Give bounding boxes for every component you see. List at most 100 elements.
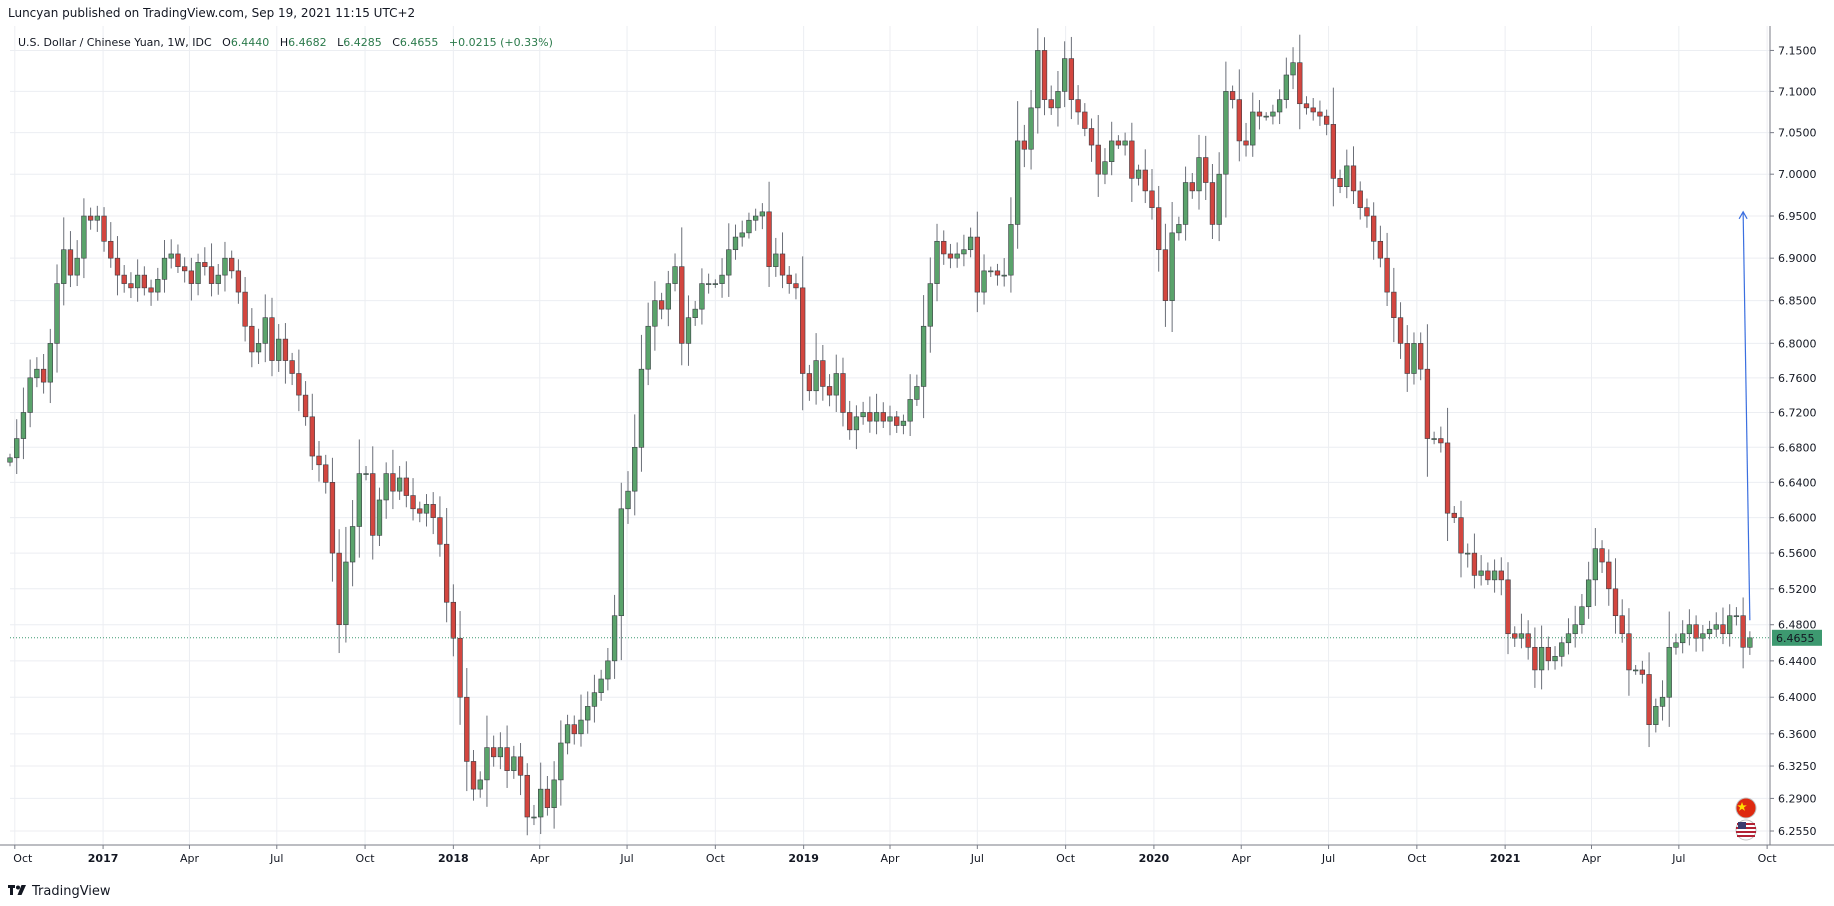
candle-body	[349, 526, 356, 563]
candle-body	[1196, 157, 1202, 192]
candle	[1552, 646, 1558, 670]
x-tick-label: Oct	[13, 852, 33, 865]
y-tick-label: 6.4800	[1778, 619, 1817, 632]
candle	[1364, 198, 1370, 228]
candle	[524, 763, 530, 836]
china-flag-icon	[1735, 797, 1757, 819]
candle	[464, 668, 470, 792]
y-tick-label: 6.5200	[1778, 583, 1817, 596]
candle	[262, 294, 268, 363]
candle-body	[161, 257, 168, 280]
candle	[1068, 36, 1075, 120]
candle-body	[1646, 674, 1652, 725]
candle	[638, 334, 645, 472]
candle	[1538, 625, 1545, 690]
candle	[847, 400, 853, 440]
candle	[1639, 660, 1646, 684]
candle	[269, 297, 275, 377]
candle-body	[1035, 50, 1041, 109]
y-tick-label: 6.6000	[1778, 512, 1817, 525]
arrow-shaft	[1742, 211, 1751, 621]
candle-body	[128, 283, 134, 289]
candle-body	[1290, 62, 1296, 76]
y-tick-label: 6.2900	[1778, 792, 1817, 805]
y-tick-label: 6.9500	[1778, 210, 1817, 223]
footer-brand[interactable]: TradingView	[8, 881, 111, 901]
x-tick-label: Oct	[1758, 852, 1778, 865]
candle	[800, 256, 806, 411]
candle	[363, 465, 369, 481]
candle	[87, 207, 94, 230]
legend-line: U.S. Dollar / Chinese Yuan, 1W, IDC O6.4…	[18, 36, 553, 49]
candle-body	[376, 499, 383, 536]
candle-body	[1263, 115, 1269, 118]
candle	[1075, 85, 1081, 125]
candle-body	[1431, 438, 1437, 440]
y-tick-label: 6.4000	[1778, 691, 1817, 704]
candle	[1727, 604, 1733, 647]
y-tick-label: 6.8000	[1778, 337, 1817, 350]
candle	[1444, 407, 1451, 541]
candle-body	[470, 761, 477, 790]
close-value: 6.4655	[400, 36, 439, 49]
candle	[934, 223, 940, 302]
candle-body	[1673, 642, 1679, 648]
candle	[148, 279, 154, 306]
y-tick-label: 6.3250	[1778, 760, 1817, 773]
candle	[759, 203, 766, 230]
candle	[121, 265, 127, 293]
candle	[1579, 593, 1585, 634]
candle-body	[484, 747, 490, 781]
candle	[1276, 89, 1283, 125]
x-tick-label: Apr	[180, 852, 200, 865]
candle-body	[1706, 628, 1713, 635]
candle-body	[1680, 633, 1686, 644]
candle	[1512, 626, 1518, 647]
candle-body	[712, 283, 718, 285]
candle-body	[81, 215, 87, 259]
candle	[900, 414, 907, 435]
candle-body	[242, 291, 248, 327]
candle	[1330, 87, 1337, 207]
candle-body	[705, 283, 712, 285]
candle-body	[202, 262, 208, 267]
x-tick-label: 2017	[88, 852, 119, 865]
chart-grid	[10, 26, 1770, 845]
x-tick-label: 2020	[1139, 852, 1170, 865]
candle	[793, 273, 799, 300]
candle	[141, 266, 148, 296]
candle	[1653, 698, 1659, 733]
candle	[853, 405, 860, 450]
candle	[329, 457, 336, 582]
candle	[417, 501, 423, 523]
candle-body	[1344, 165, 1350, 188]
candle-body	[538, 788, 544, 818]
candle-body	[605, 660, 611, 680]
candle	[1216, 152, 1222, 242]
candle-body	[155, 279, 161, 293]
candle	[504, 725, 510, 788]
candle	[1451, 506, 1457, 524]
candle	[1176, 216, 1182, 241]
candle	[1028, 90, 1034, 170]
candle	[658, 292, 665, 320]
candle-body	[840, 373, 846, 413]
candle	[229, 250, 235, 279]
candle-body	[1142, 169, 1148, 192]
candle-body	[235, 270, 242, 293]
candle-body	[249, 325, 255, 353]
candle	[1142, 149, 1148, 204]
candle-body	[860, 412, 866, 418]
arrow-annotation[interactable]	[1738, 210, 1751, 621]
candle	[786, 266, 792, 294]
candle-body	[1041, 50, 1048, 100]
candle	[914, 374, 920, 406]
candle	[1035, 28, 1041, 134]
candle-body	[1276, 99, 1283, 113]
candle-body	[74, 257, 80, 276]
candle	[1384, 232, 1390, 307]
candle-body	[1350, 165, 1357, 192]
candle-body	[1203, 157, 1209, 183]
candle-body	[1270, 111, 1276, 117]
